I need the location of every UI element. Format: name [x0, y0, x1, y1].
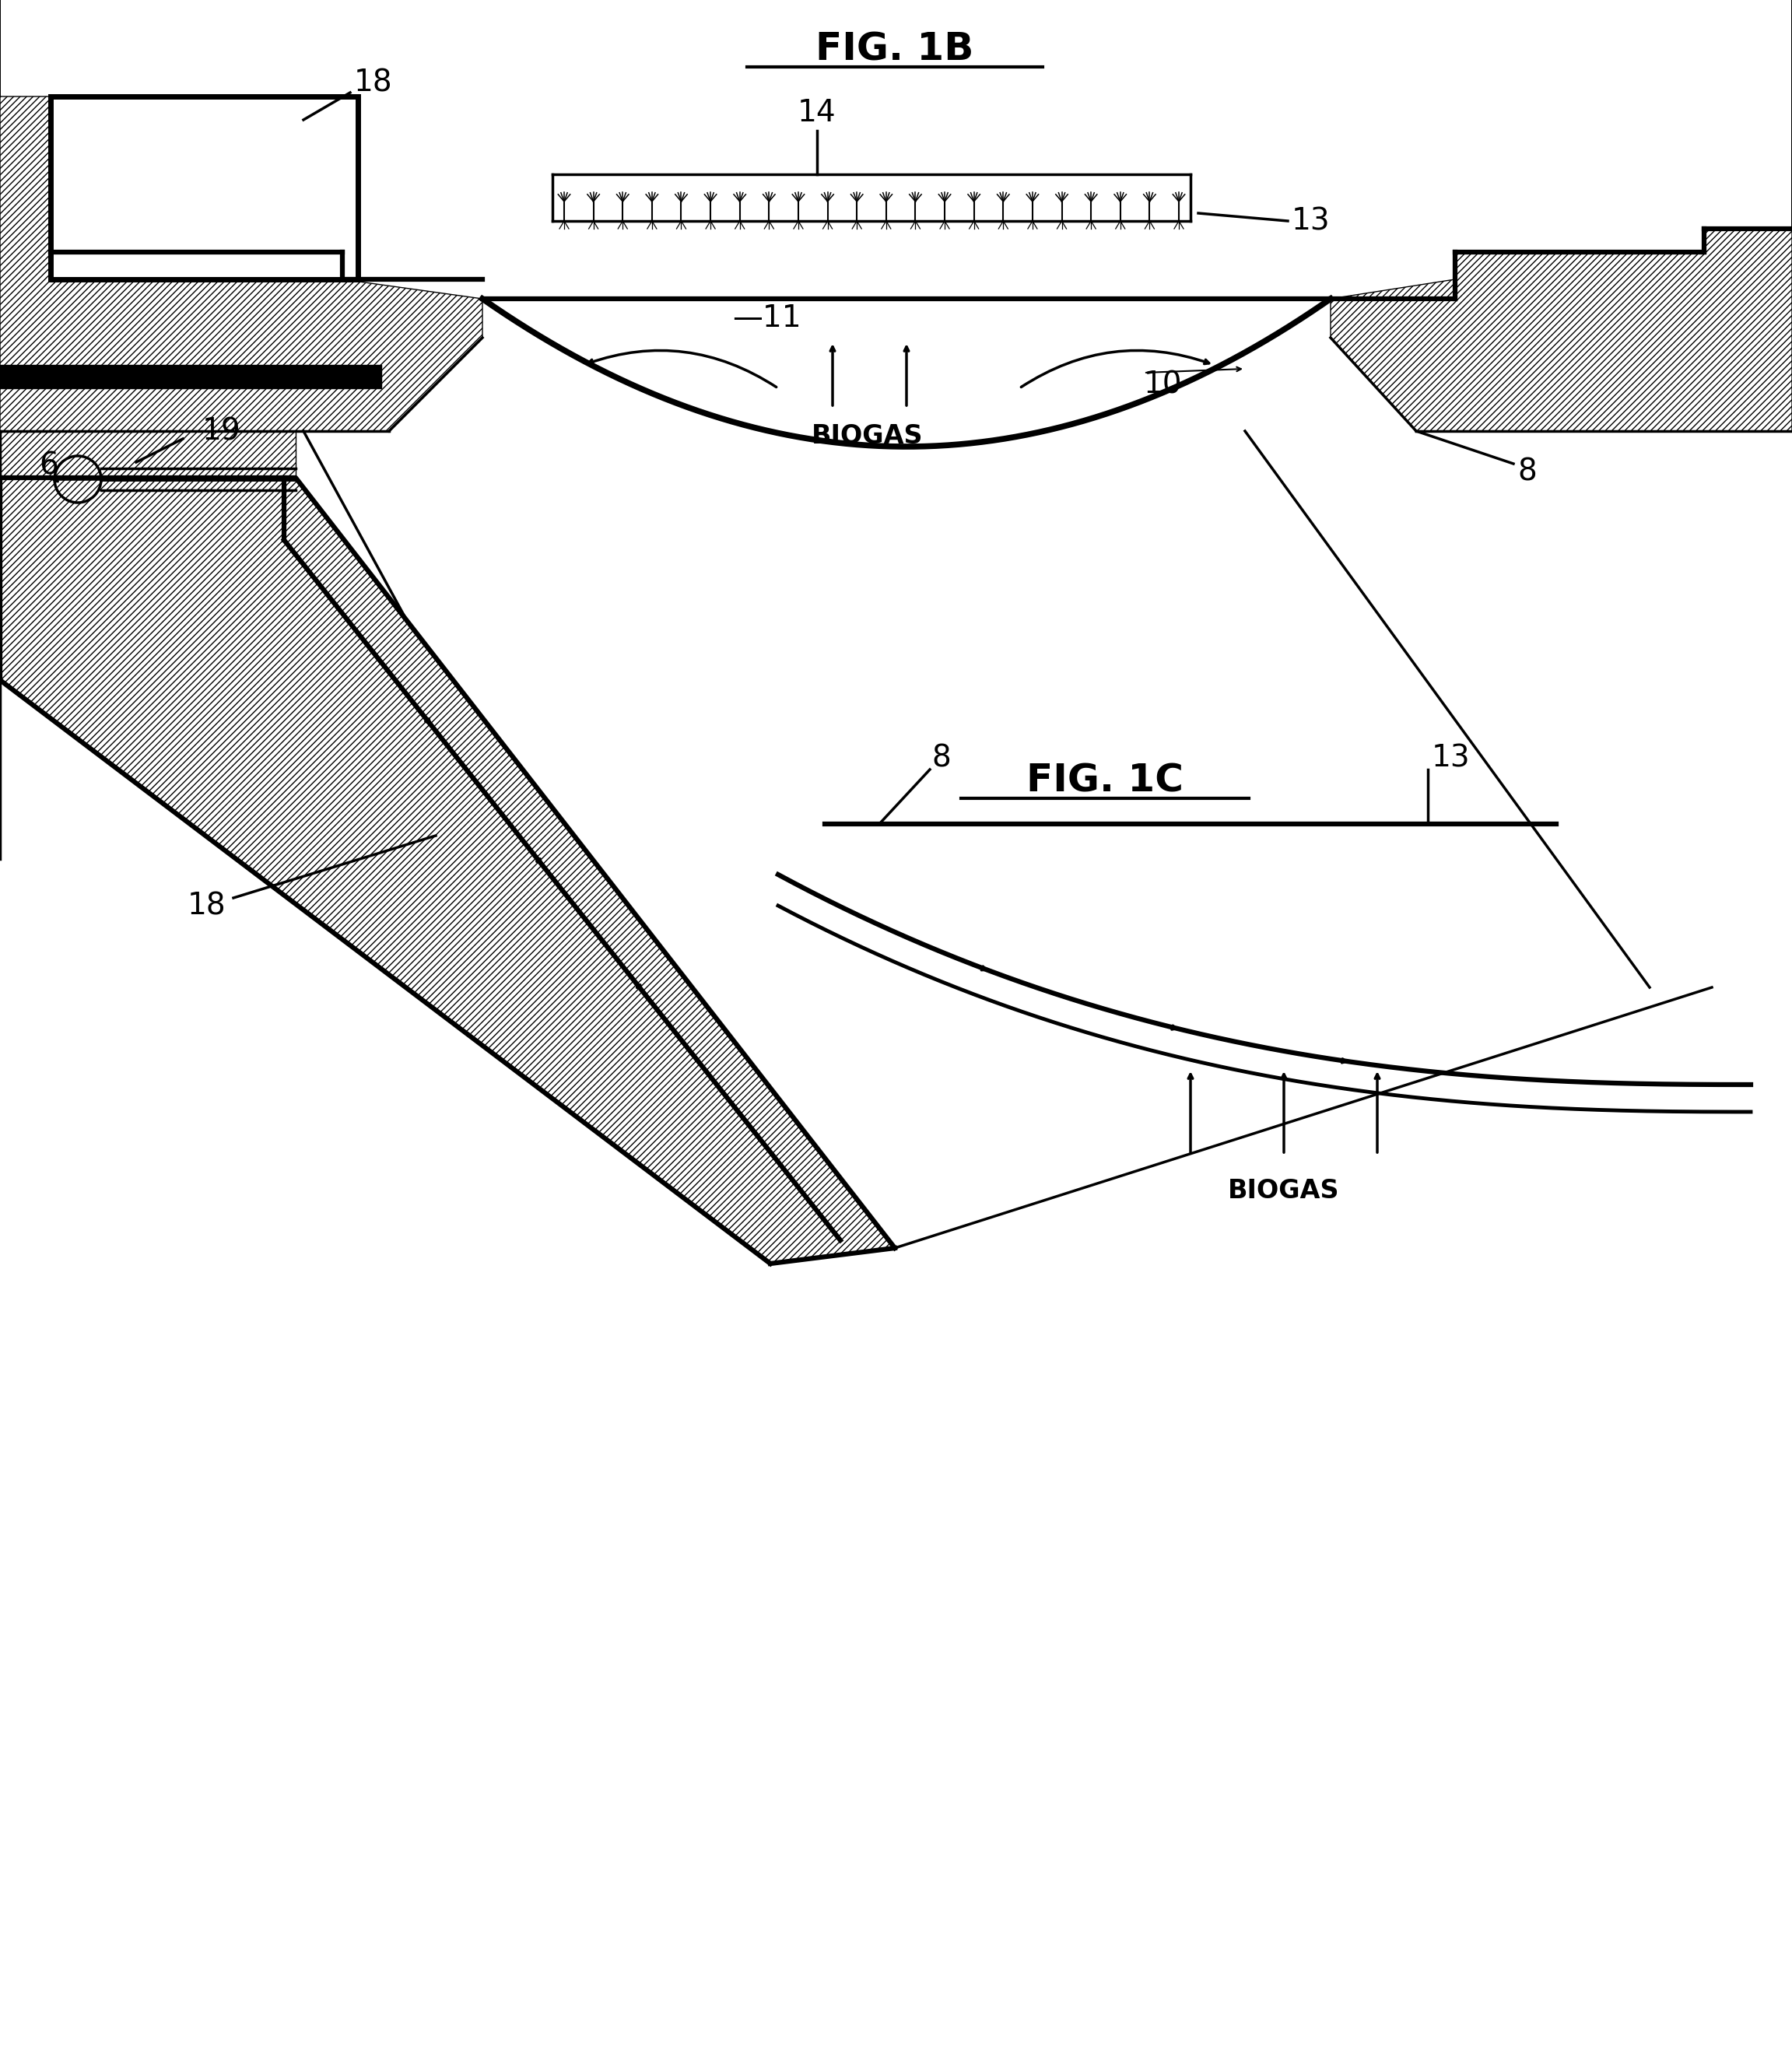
Text: 10: 10: [1143, 370, 1183, 399]
Text: 6: 6: [39, 452, 59, 481]
Text: —11: —11: [733, 304, 801, 332]
Text: BIOGAS: BIOGAS: [1228, 1177, 1340, 1204]
Polygon shape: [1331, 0, 1792, 432]
Polygon shape: [0, 0, 482, 432]
Text: 13: 13: [1432, 743, 1471, 772]
Text: FIG. 1B: FIG. 1B: [815, 31, 975, 68]
Text: 13: 13: [1292, 207, 1330, 235]
Text: 8: 8: [1518, 456, 1536, 485]
Text: FIG. 1C: FIG. 1C: [1027, 762, 1183, 799]
Text: BIOGAS: BIOGAS: [812, 423, 923, 448]
Text: 18: 18: [355, 68, 392, 97]
Text: 8: 8: [932, 743, 952, 772]
Text: 19: 19: [202, 417, 240, 446]
Text: 18: 18: [186, 890, 226, 921]
Polygon shape: [50, 97, 358, 279]
Text: 14: 14: [797, 97, 837, 128]
Polygon shape: [0, 432, 296, 477]
Polygon shape: [0, 477, 894, 1264]
